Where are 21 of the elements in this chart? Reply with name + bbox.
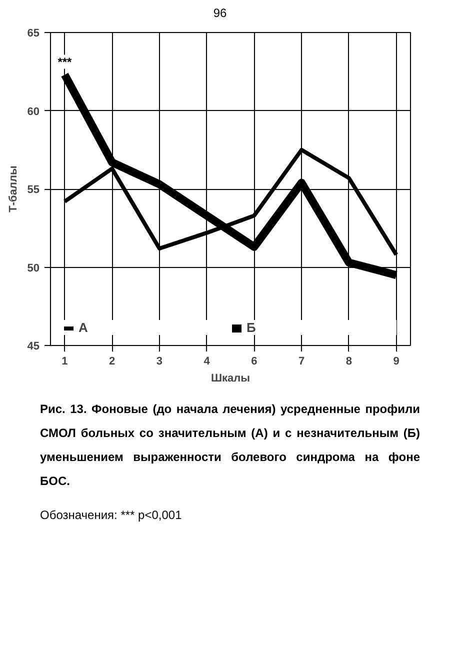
legend-label: А <box>78 320 89 336</box>
x-tick-label: 4 <box>204 356 211 368</box>
x-tick-label: 6 <box>251 356 258 368</box>
text: 96 <box>213 5 227 22</box>
x-tick-label: 9 <box>393 356 400 368</box>
y-tick-label: 50 <box>27 262 40 274</box>
x-axis-title: Шкалы <box>210 372 250 385</box>
y-tick-label: 60 <box>27 106 40 118</box>
x-tick-label: 7 <box>298 356 305 368</box>
x-tick-label: 1 <box>62 356 68 368</box>
y-axis-title: Т-баллы <box>7 166 20 212</box>
legend-label: Б <box>246 320 257 336</box>
y-tick-label: 65 <box>27 28 40 40</box>
annotation: *** <box>58 54 72 69</box>
y-tick-label: 45 <box>27 340 40 353</box>
x-tick-label: 8 <box>346 356 352 368</box>
y-tick-label: 55 <box>27 184 40 196</box>
x-tick-label: 2 <box>109 356 116 368</box>
x-tick-label: 3 <box>156 356 163 368</box>
text: Обозначения: *** p<0,001 <box>40 507 182 524</box>
text: Рис. 13. Фоновые (до начала лечения) усредненные профили СМОЛ больных со значительным (А) и с незначительным (Б) уменьшением выраженности болевого синдрома на фоне БОС. <box>40 401 420 490</box>
